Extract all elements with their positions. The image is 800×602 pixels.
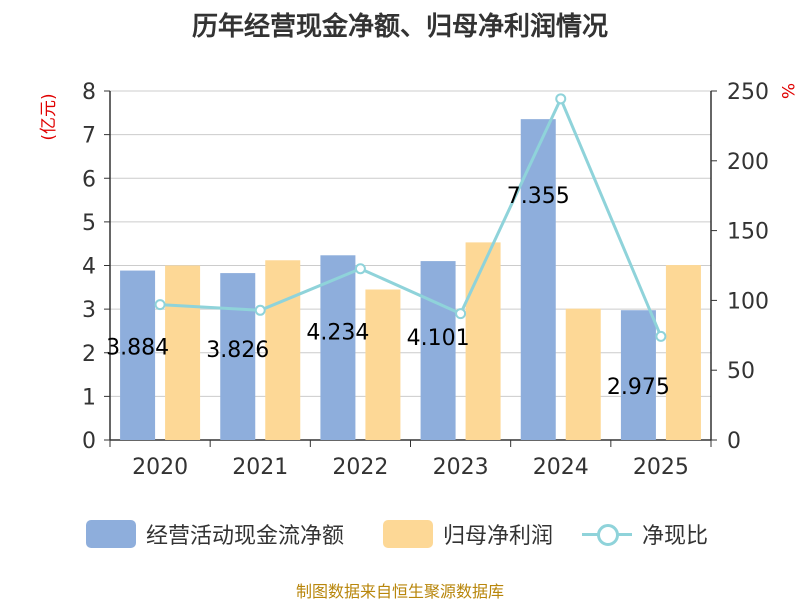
bar-cash-flow <box>620 310 656 440</box>
legend-swatch-ratio <box>582 520 632 548</box>
x-tick-label: 2024 <box>533 455 589 480</box>
x-tick-label: 2025 <box>633 455 689 480</box>
bar-net-profit <box>165 265 201 440</box>
legend-label-ratio: 净现比 <box>642 524 709 549</box>
legend-swatch-net-profit <box>383 520 433 548</box>
y-left-tick-label: 5 <box>82 211 96 236</box>
point-ratio <box>154 299 166 311</box>
point-ratio <box>354 263 366 275</box>
y-left-tick-label: 7 <box>82 124 96 149</box>
data-label-cash-flow: 3.884 <box>106 336 169 361</box>
legend-swatch-cash-flow <box>86 520 136 548</box>
line-ratio <box>159 95 663 337</box>
y-right-tick-label: 100 <box>727 289 769 314</box>
chart-title: 历年经营现金净额、归母净利润情况 <box>191 12 608 42</box>
y-left-tick-label: 1 <box>82 385 96 410</box>
y-left-tick-label: 4 <box>82 255 96 280</box>
legend: 经营活动现金流净额 归母净利润 净现比 <box>0 518 800 554</box>
y-left-tick-label: 6 <box>82 167 96 192</box>
data-label-cash-flow: 4.101 <box>407 326 470 351</box>
bar-net-profit <box>365 289 401 440</box>
y-right-tick-label: 50 <box>727 359 755 384</box>
y-right-unit-label: % <box>777 83 797 99</box>
bar-cash-flow <box>120 270 156 440</box>
bar-cash-flow <box>420 261 456 440</box>
y-left-tick-label: 8 <box>82 80 96 105</box>
x-tick-label: 2021 <box>232 455 288 480</box>
y-left-tick-label: 2 <box>82 342 96 367</box>
legend-label-cash-flow: 经营活动现金流净额 <box>146 524 345 549</box>
y-left-tick-label: 0 <box>82 429 96 454</box>
data-label-cash-flow: 4.234 <box>306 320 369 345</box>
point-ratio <box>555 93 567 105</box>
source-note: 制图数据来自恒生聚源数据库 <box>295 582 504 601</box>
legend-label-net-profit: 归母净利润 <box>443 524 554 549</box>
bar-net-profit <box>665 265 701 440</box>
bar-cash-flow <box>520 119 556 440</box>
bar-net-profit <box>265 260 301 440</box>
y-right-tick-label: 0 <box>727 429 741 454</box>
y-right-tick-label: 150 <box>727 220 769 245</box>
data-label-cash-flow: 3.826 <box>206 338 269 363</box>
data-label-cash-flow: 2.975 <box>607 375 670 400</box>
legend-item-ratio[interactable]: 净现比 <box>582 518 708 550</box>
point-ratio <box>254 304 266 316</box>
x-tick-label: 2023 <box>433 455 489 480</box>
x-tick-label: 2022 <box>332 455 388 480</box>
x-tick-label: 2020 <box>132 455 188 480</box>
y-left-tick-label: 3 <box>82 298 96 323</box>
point-ratio <box>455 308 467 320</box>
bar-cash-flow <box>320 255 356 440</box>
y-left-unit-label: (亿元) <box>39 93 59 140</box>
y-right-tick-label: 200 <box>727 150 769 175</box>
bar-net-profit <box>565 308 601 440</box>
legend-item-cash-flow[interactable]: 经营活动现金流净额 <box>86 518 344 550</box>
data-label-cash-flow: 7.355 <box>507 184 570 209</box>
bar-cash-flow <box>220 273 256 440</box>
bar-net-profit <box>465 242 501 440</box>
legend-item-net-profit[interactable]: 归母净利润 <box>383 518 553 550</box>
y-right-tick-label: 250 <box>727 80 769 105</box>
point-ratio <box>655 330 667 342</box>
